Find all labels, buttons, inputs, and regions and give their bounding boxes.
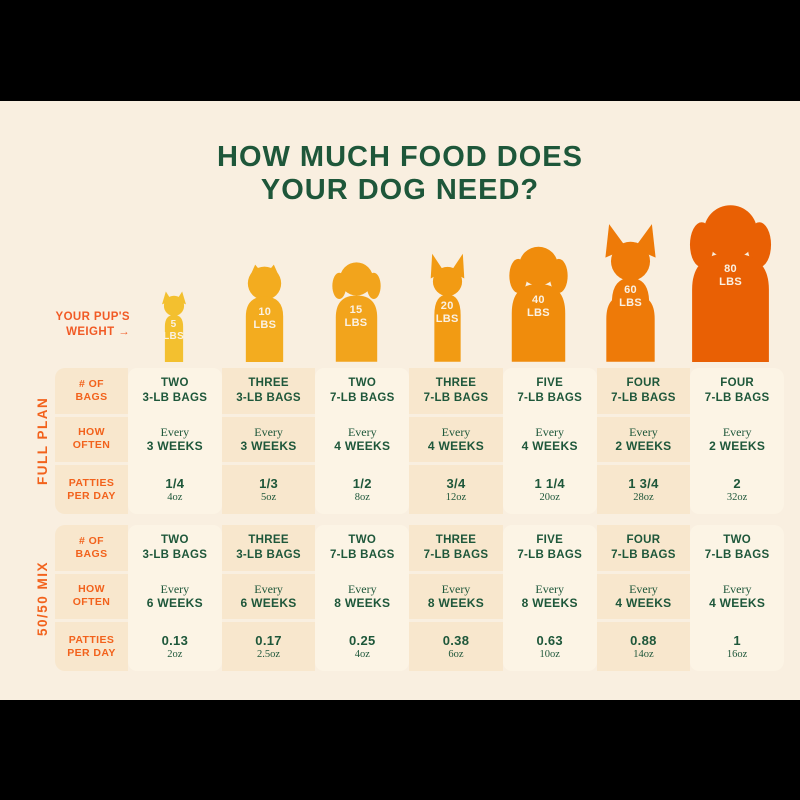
title-line1: HOW MUCH FOOD DOES xyxy=(217,141,583,173)
table-cell: Every 4 WEEKS xyxy=(502,416,597,466)
row-label-patties: PATTIES PER DAY xyxy=(55,465,128,514)
table-cell: 1 3/4 28oz xyxy=(596,465,691,514)
doodle-silhouette-icon: 15 LBS xyxy=(322,258,391,362)
table-cell: Every 8 WEEKS xyxy=(315,573,410,623)
table-cell: THREE 7-LB BAGS xyxy=(409,525,503,574)
table-cell: Every 6 WEEKS xyxy=(128,573,222,623)
dog-size-row: 5 LBS 10 LBS xyxy=(128,197,784,362)
table-cell: 1/2 8oz xyxy=(315,465,410,514)
pup-weight-label: YOUR PUP'S WEIGHT → xyxy=(28,310,130,340)
dog-weight-label: 5 LBS xyxy=(163,318,185,342)
table-cell: Every 8 WEEKS xyxy=(409,573,503,623)
table-cell: THREE 3-LB BAGS xyxy=(221,525,316,574)
table-cell: Every 2 WEEKS xyxy=(690,416,784,466)
table-cell: Every 3 WEEKS xyxy=(221,416,316,466)
table-cell: 0.88 14oz xyxy=(596,622,691,671)
table-cell: TWO 7-LB BAGS xyxy=(315,368,410,417)
table-cell: 0.13 2oz xyxy=(128,622,222,671)
table-cell: FOUR 7-LB BAGS xyxy=(690,368,784,417)
table-cell: TWO 3-LB BAGS xyxy=(128,368,222,417)
row-label-often: HOW OFTEN xyxy=(55,573,128,623)
letterbox-bottom xyxy=(0,700,800,800)
table-cell: 0.25 4oz xyxy=(315,622,410,671)
full-plan-section: FULL PLAN # OF BAGS TWO 3-LB BAGS THREE 3-L… xyxy=(30,368,784,514)
table-cell: Every 4 WEEKS xyxy=(596,573,691,623)
fifty-fifty-table: # OF BAGS TWO 3-LB BAGS THREE 3-LB BAGS TWO… xyxy=(55,525,784,671)
large-fluffy-dog-silhouette-icon: 80 LBS xyxy=(677,202,784,362)
pup-weight-line1: YOUR PUP'S xyxy=(55,311,130,323)
dog-80lbs: 80 LBS xyxy=(677,202,784,362)
table-cell: FIVE 7-LB BAGS xyxy=(502,368,597,417)
table-cell: 1/3 5oz xyxy=(221,465,316,514)
table-cell: Every 2 WEEKS xyxy=(596,416,691,466)
full-plan-section-label: FULL PLAN xyxy=(35,396,50,486)
shepherd-silhouette-icon: 60 LBS xyxy=(584,222,677,362)
poster-content: HOW MUCH FOOD DOES YOUR DOG NEED? YOUR P… xyxy=(0,101,800,700)
fifty-fifty-section: 50/50 MIX # OF BAGS TWO 3-LB BAGS THREE 3-L… xyxy=(30,525,784,671)
table-cell: 2 32oz xyxy=(690,465,784,514)
table-cell: 0.38 6oz xyxy=(409,622,503,671)
table-cell: 3/4 12oz xyxy=(409,465,503,514)
yorkie-silhouette-icon: 5 LBS xyxy=(150,290,198,362)
table-cell: 0.63 10oz xyxy=(502,622,597,671)
dog-20lbs: 20 LBS xyxy=(402,252,493,362)
dog-10lbs: 10 LBS xyxy=(219,262,310,362)
pup-weight-line2: WEIGHT → xyxy=(66,326,130,338)
row-label-bags: # OF BAGS xyxy=(55,525,128,574)
row-label-patties: PATTIES PER DAY xyxy=(55,622,128,671)
table-cell: THREE 3-LB BAGS xyxy=(221,368,316,417)
table-cell: 1 16oz xyxy=(690,622,784,671)
letterbox-top xyxy=(0,0,800,101)
dog-15lbs: 15 LBS xyxy=(310,258,401,362)
table-cell: Every 4 WEEKS xyxy=(409,416,503,466)
table-cell: Every 6 WEEKS xyxy=(221,573,316,623)
dog-40lbs: 40 LBS xyxy=(493,240,584,362)
page-title: HOW MUCH FOOD DOES YOUR DOG NEED? xyxy=(0,141,800,207)
pomeranian-silhouette-icon: 10 LBS xyxy=(231,262,298,362)
dog-weight-label: 15 LBS xyxy=(344,303,368,329)
dog-5lbs: 5 LBS xyxy=(128,290,219,362)
table-cell: THREE 7-LB BAGS xyxy=(409,368,503,417)
dog-weight-label: 60 LBS xyxy=(619,283,642,309)
table-cell: TWO 7-LB BAGS xyxy=(690,525,784,574)
table-cell: Every 8 WEEKS xyxy=(502,573,597,623)
row-label-bags: # OF BAGS xyxy=(55,368,128,417)
retriever-silhouette-icon: 40 LBS xyxy=(498,240,579,362)
table-cell: TWO 7-LB BAGS xyxy=(315,525,410,574)
dog-weight-label: 40 LBS xyxy=(526,293,550,319)
table-cell: 1/4 4oz xyxy=(128,465,222,514)
table-cell: Every 4 WEEKS xyxy=(315,416,410,466)
row-label-often: HOW OFTEN xyxy=(55,416,128,466)
pointy-ear-dog-silhouette-icon: 20 LBS xyxy=(411,252,484,362)
table-cell: TWO 3-LB BAGS xyxy=(128,525,222,574)
full-plan-table: # OF BAGS TWO 3-LB BAGS THREE 3-LB BAGS TWO… xyxy=(55,368,784,514)
table-cell: FOUR 7-LB BAGS xyxy=(596,525,691,574)
dog-weight-label: 20 LBS xyxy=(435,300,459,326)
table-cell: Every 3 WEEKS xyxy=(128,416,222,466)
dog-weight-label: 80 LBS xyxy=(719,262,742,288)
table-cell: 1 1/4 20oz xyxy=(502,465,597,514)
title-line2: YOUR DOG NEED? xyxy=(260,174,540,206)
dog-60lbs: 60 LBS xyxy=(584,222,677,362)
dog-weight-label: 10 LBS xyxy=(253,306,277,331)
fifty-fifty-section-label: 50/50 MIX xyxy=(35,560,50,636)
table-cell: Every 4 WEEKS xyxy=(690,573,784,623)
table-cell: FOUR 7-LB BAGS xyxy=(596,368,691,417)
table-cell: FIVE 7-LB BAGS xyxy=(502,525,597,574)
table-cell: 0.17 2.5oz xyxy=(221,622,316,671)
